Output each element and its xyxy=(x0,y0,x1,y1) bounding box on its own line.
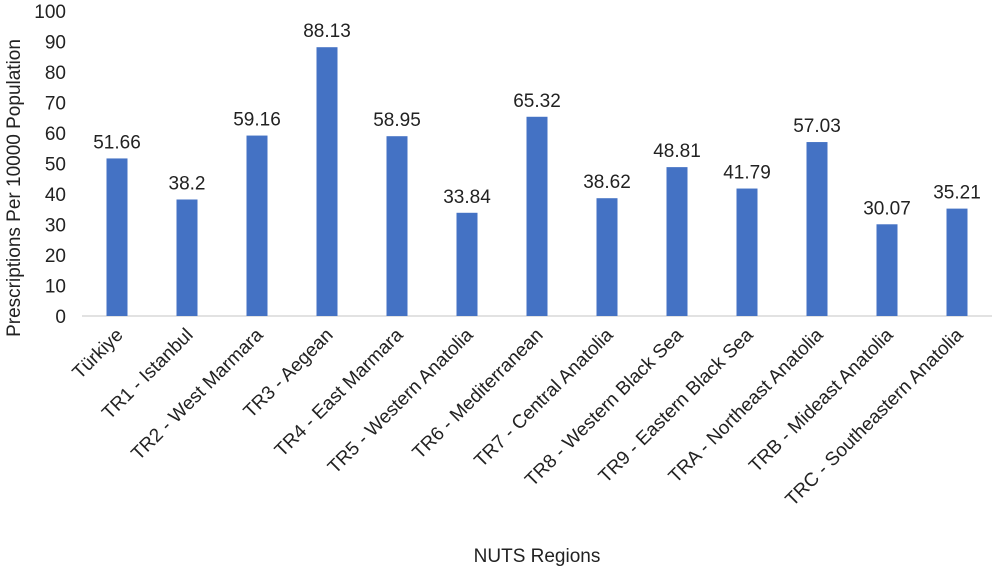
y-tick-label: 50 xyxy=(45,155,66,176)
bar xyxy=(596,198,618,316)
x-tick-label: TR6 - Mediterranean xyxy=(409,325,548,464)
data-label: 88.13 xyxy=(303,21,351,42)
data-label: 48.81 xyxy=(653,141,701,162)
data-label: 33.84 xyxy=(443,187,491,208)
x-tick-label: TR4 - East Marmara xyxy=(271,324,408,461)
data-label: 59.16 xyxy=(233,110,281,131)
y-tick-label: 0 xyxy=(55,307,66,328)
x-axis-title: NUTS Regions xyxy=(474,546,601,567)
y-tick-label: 100 xyxy=(34,2,66,23)
bar xyxy=(666,167,688,316)
bar xyxy=(246,135,268,316)
y-tick-label: 30 xyxy=(45,216,66,237)
y-axis-title: Prescriptions Per 10000 Population xyxy=(4,39,25,337)
y-tick-label: 10 xyxy=(45,277,66,298)
y-tick-label: 70 xyxy=(45,94,66,115)
bar xyxy=(456,212,478,316)
y-tick-label: 60 xyxy=(45,124,66,145)
bar xyxy=(386,136,408,316)
bar xyxy=(526,116,548,316)
data-label: 57.03 xyxy=(793,116,841,137)
x-tick-label: TRB - Mideast Anatolia xyxy=(745,324,898,477)
bar xyxy=(106,158,128,316)
x-tick-label: TR2 - West Marmara xyxy=(128,324,268,464)
bar xyxy=(736,188,758,316)
data-label-group: 51.66 38.2 59.16 88.13 58.95 33.84 65.32 38.62 4… xyxy=(93,21,981,219)
bar xyxy=(806,142,828,316)
bar xyxy=(946,208,968,316)
y-tick-label: 90 xyxy=(45,33,66,54)
bar xyxy=(876,224,898,316)
y-tick-label: 20 xyxy=(45,246,66,267)
data-label: 65.32 xyxy=(513,91,561,112)
bar xyxy=(176,199,198,316)
data-label: 30.07 xyxy=(863,198,911,219)
bar-group xyxy=(106,47,968,317)
bar xyxy=(316,47,338,317)
y-axis-ticks: 0 10 20 30 40 50 60 70 80 90 100 xyxy=(34,2,66,328)
data-label: 35.21 xyxy=(933,183,981,204)
y-tick-label: 40 xyxy=(45,185,66,206)
x-tick-label: TR7 - Central Anatolia xyxy=(471,324,618,471)
data-label: 58.95 xyxy=(373,110,421,131)
data-label: 38.2 xyxy=(169,173,206,194)
y-tick-label: 80 xyxy=(45,63,66,84)
data-label: 41.79 xyxy=(723,163,771,184)
x-tick-label: Türkiye xyxy=(69,325,128,384)
data-label: 51.66 xyxy=(93,132,141,153)
data-label: 38.62 xyxy=(583,172,631,193)
